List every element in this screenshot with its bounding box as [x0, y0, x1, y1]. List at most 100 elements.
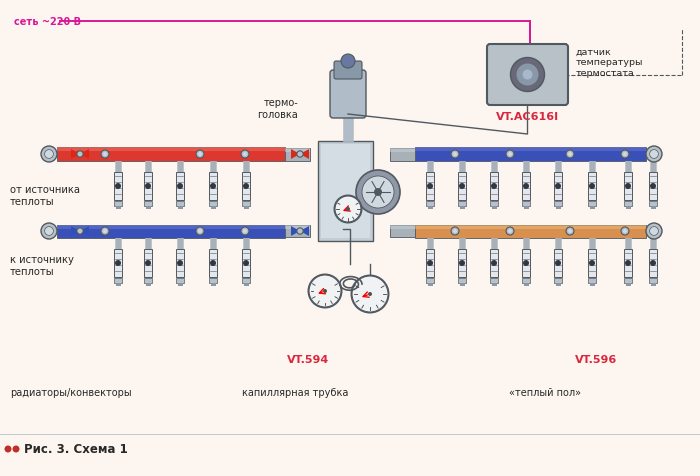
- Bar: [114, 173, 122, 200]
- Text: к источнику
теплоты: к источнику теплоты: [10, 255, 74, 276]
- Circle shape: [351, 275, 389, 314]
- Bar: [285, 226, 310, 229]
- Bar: [426, 201, 434, 207]
- Bar: [588, 249, 596, 278]
- Text: сеть ~220 В: сеть ~220 В: [14, 17, 81, 27]
- Bar: [554, 201, 562, 207]
- Circle shape: [453, 229, 457, 234]
- Bar: [490, 249, 498, 278]
- Polygon shape: [80, 150, 89, 159]
- Circle shape: [589, 184, 595, 189]
- Circle shape: [356, 170, 400, 215]
- Circle shape: [506, 151, 514, 159]
- Bar: [285, 148, 310, 152]
- Circle shape: [451, 151, 459, 159]
- Circle shape: [45, 227, 53, 236]
- Bar: [556, 207, 561, 209]
- Bar: [57, 225, 285, 229]
- Bar: [589, 283, 594, 287]
- Bar: [524, 207, 528, 209]
- Circle shape: [198, 229, 202, 234]
- Text: от источника
теплоты: от источника теплоты: [10, 185, 80, 206]
- Bar: [554, 278, 562, 283]
- Bar: [459, 283, 465, 287]
- Circle shape: [625, 184, 631, 189]
- Circle shape: [523, 184, 529, 189]
- Bar: [555, 162, 561, 173]
- Bar: [427, 238, 433, 249]
- Circle shape: [427, 184, 433, 189]
- Text: VT.AC616I: VT.AC616I: [496, 112, 559, 122]
- Bar: [588, 278, 596, 283]
- Circle shape: [177, 260, 183, 267]
- Circle shape: [243, 184, 249, 189]
- Circle shape: [13, 446, 20, 453]
- Bar: [116, 283, 120, 287]
- Bar: [415, 225, 646, 229]
- Bar: [243, 162, 249, 173]
- Bar: [114, 249, 122, 278]
- Polygon shape: [300, 150, 309, 159]
- Bar: [626, 283, 631, 287]
- Bar: [211, 207, 216, 209]
- Bar: [390, 226, 415, 238]
- Bar: [176, 173, 184, 200]
- Bar: [588, 201, 596, 207]
- Bar: [428, 283, 433, 287]
- Bar: [244, 283, 248, 287]
- Bar: [428, 207, 433, 209]
- Bar: [178, 207, 183, 209]
- FancyBboxPatch shape: [330, 71, 366, 119]
- Bar: [589, 207, 594, 209]
- Bar: [458, 201, 466, 207]
- Bar: [146, 283, 150, 287]
- Bar: [145, 238, 151, 249]
- Bar: [209, 173, 217, 200]
- Circle shape: [650, 184, 656, 189]
- Circle shape: [307, 274, 342, 309]
- Bar: [625, 238, 631, 249]
- Circle shape: [41, 147, 57, 163]
- Circle shape: [41, 224, 57, 239]
- Bar: [318, 142, 373, 241]
- Bar: [589, 162, 595, 173]
- Circle shape: [451, 228, 459, 236]
- Circle shape: [196, 228, 204, 236]
- Bar: [459, 207, 465, 209]
- Circle shape: [623, 229, 627, 234]
- Circle shape: [77, 151, 83, 158]
- Circle shape: [241, 151, 249, 159]
- Circle shape: [4, 446, 11, 453]
- Bar: [57, 225, 285, 238]
- Circle shape: [368, 292, 372, 297]
- Bar: [649, 249, 657, 278]
- Circle shape: [646, 147, 662, 163]
- Bar: [490, 201, 498, 207]
- Circle shape: [623, 153, 627, 157]
- Bar: [522, 278, 530, 283]
- Circle shape: [508, 229, 512, 234]
- Circle shape: [210, 184, 216, 189]
- Bar: [178, 283, 183, 287]
- Bar: [649, 173, 657, 200]
- Circle shape: [621, 228, 629, 236]
- Bar: [115, 162, 121, 173]
- Bar: [285, 148, 310, 161]
- Bar: [415, 148, 646, 162]
- Circle shape: [508, 153, 512, 157]
- Circle shape: [297, 151, 303, 158]
- Circle shape: [621, 151, 629, 159]
- Bar: [650, 162, 656, 173]
- Bar: [176, 278, 184, 283]
- Bar: [115, 238, 121, 249]
- Circle shape: [589, 260, 595, 267]
- Bar: [458, 173, 466, 200]
- Circle shape: [650, 227, 659, 236]
- Circle shape: [101, 151, 109, 159]
- Bar: [144, 278, 152, 283]
- Bar: [491, 162, 497, 173]
- Polygon shape: [300, 227, 309, 237]
- Bar: [144, 249, 152, 278]
- Circle shape: [646, 224, 662, 239]
- Circle shape: [491, 260, 497, 267]
